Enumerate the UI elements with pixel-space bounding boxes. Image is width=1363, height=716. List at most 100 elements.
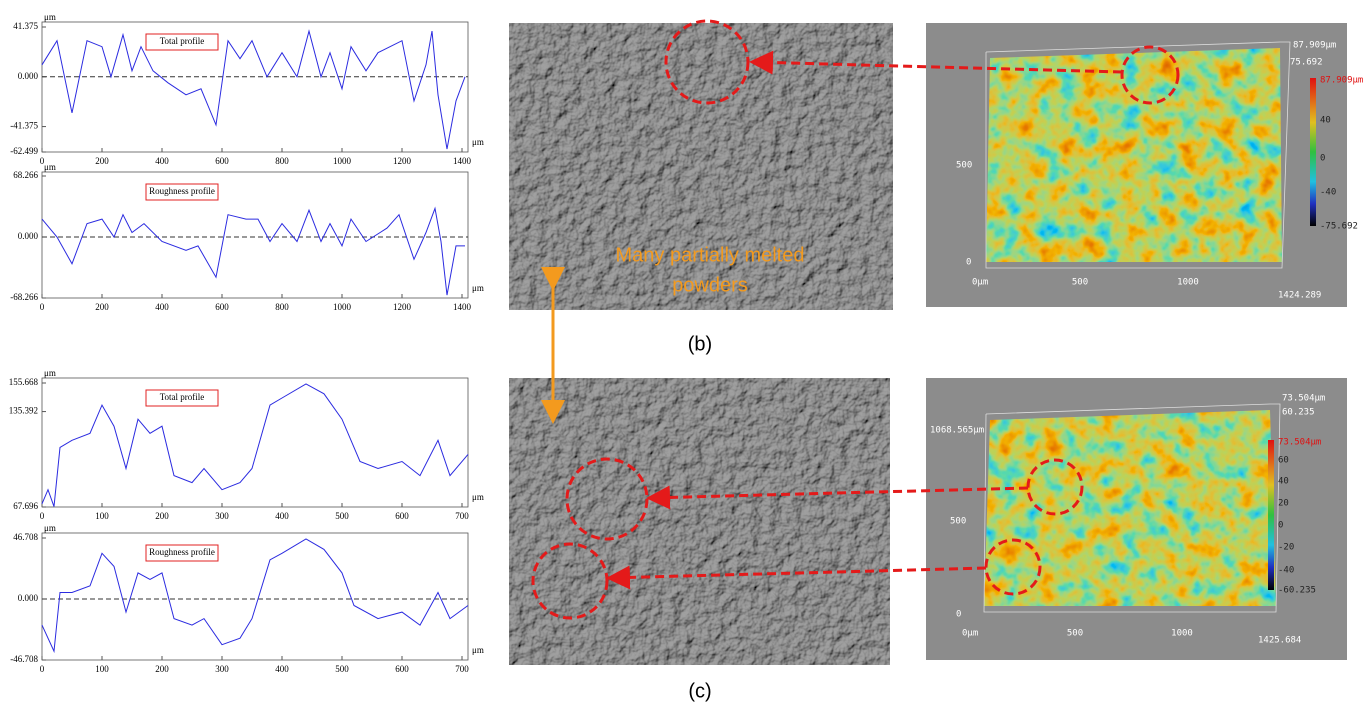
legend-box — [145, 183, 219, 201]
x-tick-label: 400 — [155, 156, 169, 166]
annotation: powders — [672, 274, 748, 296]
surface-map — [984, 410, 1276, 606]
map-labels: 87.909μm 75.692 1424.289 0μm 500 1000 0 … — [956, 41, 1363, 301]
x-axis-label: μm — [472, 137, 484, 147]
map-label: 500 — [1072, 278, 1088, 288]
map-label: 73.504μm — [1282, 394, 1325, 404]
x-tick-label: 600 — [395, 511, 409, 521]
legend-label: Roughness profile — [149, 547, 215, 557]
y-tick-label: 0.000 — [18, 231, 39, 241]
sem-image — [509, 23, 893, 310]
arrow — [646, 485, 1029, 510]
highlight-circle — [1120, 45, 1180, 105]
colorbar-label: 40 — [1278, 477, 1289, 487]
sem-image — [509, 378, 890, 665]
x-tick-label: 0 — [40, 156, 45, 166]
y-axis-label: μm — [44, 523, 56, 533]
legend-label: Roughness profile — [149, 186, 215, 196]
x-tick-label: 1400 — [453, 302, 472, 312]
legend-box — [145, 389, 219, 407]
x-tick-label: 300 — [215, 664, 229, 674]
highlight-circle — [984, 538, 1042, 596]
profile-line — [41, 538, 469, 654]
y-tick-label: -62.499 — [10, 146, 38, 156]
x-tick-label: 800 — [275, 156, 289, 166]
arrow — [749, 50, 1123, 75]
map-label: 1068.565μm — [930, 426, 984, 436]
x-tick-label: 1000 — [333, 156, 352, 166]
y-tick-label: 67.696 — [13, 501, 38, 511]
panel-label: (c) — [688, 680, 711, 702]
legend-box — [145, 33, 219, 51]
legend-label: Total profile — [160, 36, 205, 46]
map-label: 0 — [966, 258, 971, 268]
map-label: 87.909μm — [1293, 41, 1336, 51]
y-tick-label: 0.000 — [18, 593, 39, 603]
plot-frame — [41, 377, 469, 508]
colorbar-label: -40 — [1278, 566, 1294, 576]
x-tick-label: 1200 — [393, 156, 412, 166]
y-tick-label: 135.392 — [9, 406, 38, 416]
x-tick-label: 100 — [95, 511, 109, 521]
y-axis-label: μm — [44, 162, 56, 172]
y-tick-label: 155.668 — [9, 377, 39, 387]
x-tick-label: 600 — [215, 302, 229, 312]
arrow — [606, 565, 987, 590]
colorbar-label: -40 — [1320, 188, 1336, 198]
y-tick-label: 41.375 — [13, 21, 38, 31]
x-tick-label: 200 — [155, 664, 169, 674]
map-label: 500 — [956, 161, 972, 171]
surface-map — [986, 48, 1282, 262]
highlights — [531, 19, 1180, 620]
colorbar-label: 60 — [1278, 456, 1289, 466]
y-tick-label: -46.708 — [10, 654, 38, 664]
y-tick-label: -68.266 — [10, 292, 38, 302]
panel-label: (b) — [688, 333, 712, 355]
plot-frame — [41, 532, 469, 661]
colorbar-label: 0 — [1320, 154, 1325, 164]
x-axis-label: μm — [472, 492, 484, 502]
colorbar-label: 73.504μm — [1278, 438, 1321, 448]
colorbar-label: 40 — [1320, 116, 1331, 126]
colorbar-label: 87.909μm — [1320, 76, 1363, 86]
map-label: 0μm — [962, 629, 978, 639]
profile-line — [41, 206, 465, 296]
y-tick-label: -41.375 — [10, 121, 38, 131]
map-label: 75.692 — [1290, 58, 1323, 68]
x-tick-label: 500 — [335, 511, 349, 521]
x-tick-label: 700 — [455, 511, 469, 521]
x-tick-label: 200 — [95, 302, 109, 312]
x-tick-label: 0 — [40, 302, 45, 312]
profile-line — [41, 29, 466, 150]
x-tick-label: 0 — [40, 511, 45, 521]
x-tick-label: 1000 — [333, 302, 352, 312]
x-tick-label: 0 — [40, 664, 45, 674]
x-tick-label: 600 — [215, 156, 229, 166]
x-tick-label: 1400 — [453, 156, 472, 166]
colorbar-label: 0 — [1278, 521, 1283, 531]
map-label: 0μm — [972, 278, 988, 288]
x-tick-label: 200 — [155, 511, 169, 521]
highlight-circle — [1026, 458, 1084, 516]
highlight-circle — [664, 19, 750, 105]
map-label: 1000 — [1171, 629, 1193, 639]
frame — [985, 41, 1291, 269]
x-tick-label: 100 — [95, 664, 109, 674]
map-label: 500 — [950, 517, 966, 527]
colorbar-label: 20 — [1278, 499, 1289, 509]
x-tick-label: 500 — [335, 664, 349, 674]
annotation: Many partially melted — [616, 244, 805, 266]
frame — [983, 403, 1281, 613]
map-label: 1424.289 — [1278, 291, 1321, 301]
colorbar — [1268, 440, 1274, 590]
y-tick-label: 0.000 — [18, 71, 39, 81]
y-axis-label: μm — [44, 12, 56, 22]
map-label: 60.235 — [1282, 408, 1315, 418]
x-axis-label: μm — [472, 645, 484, 655]
map-label: 1000 — [1177, 278, 1199, 288]
y-axis-label: μm — [44, 368, 56, 378]
colorbar — [1310, 78, 1316, 226]
colorbar-label: -60.235 — [1278, 586, 1316, 596]
